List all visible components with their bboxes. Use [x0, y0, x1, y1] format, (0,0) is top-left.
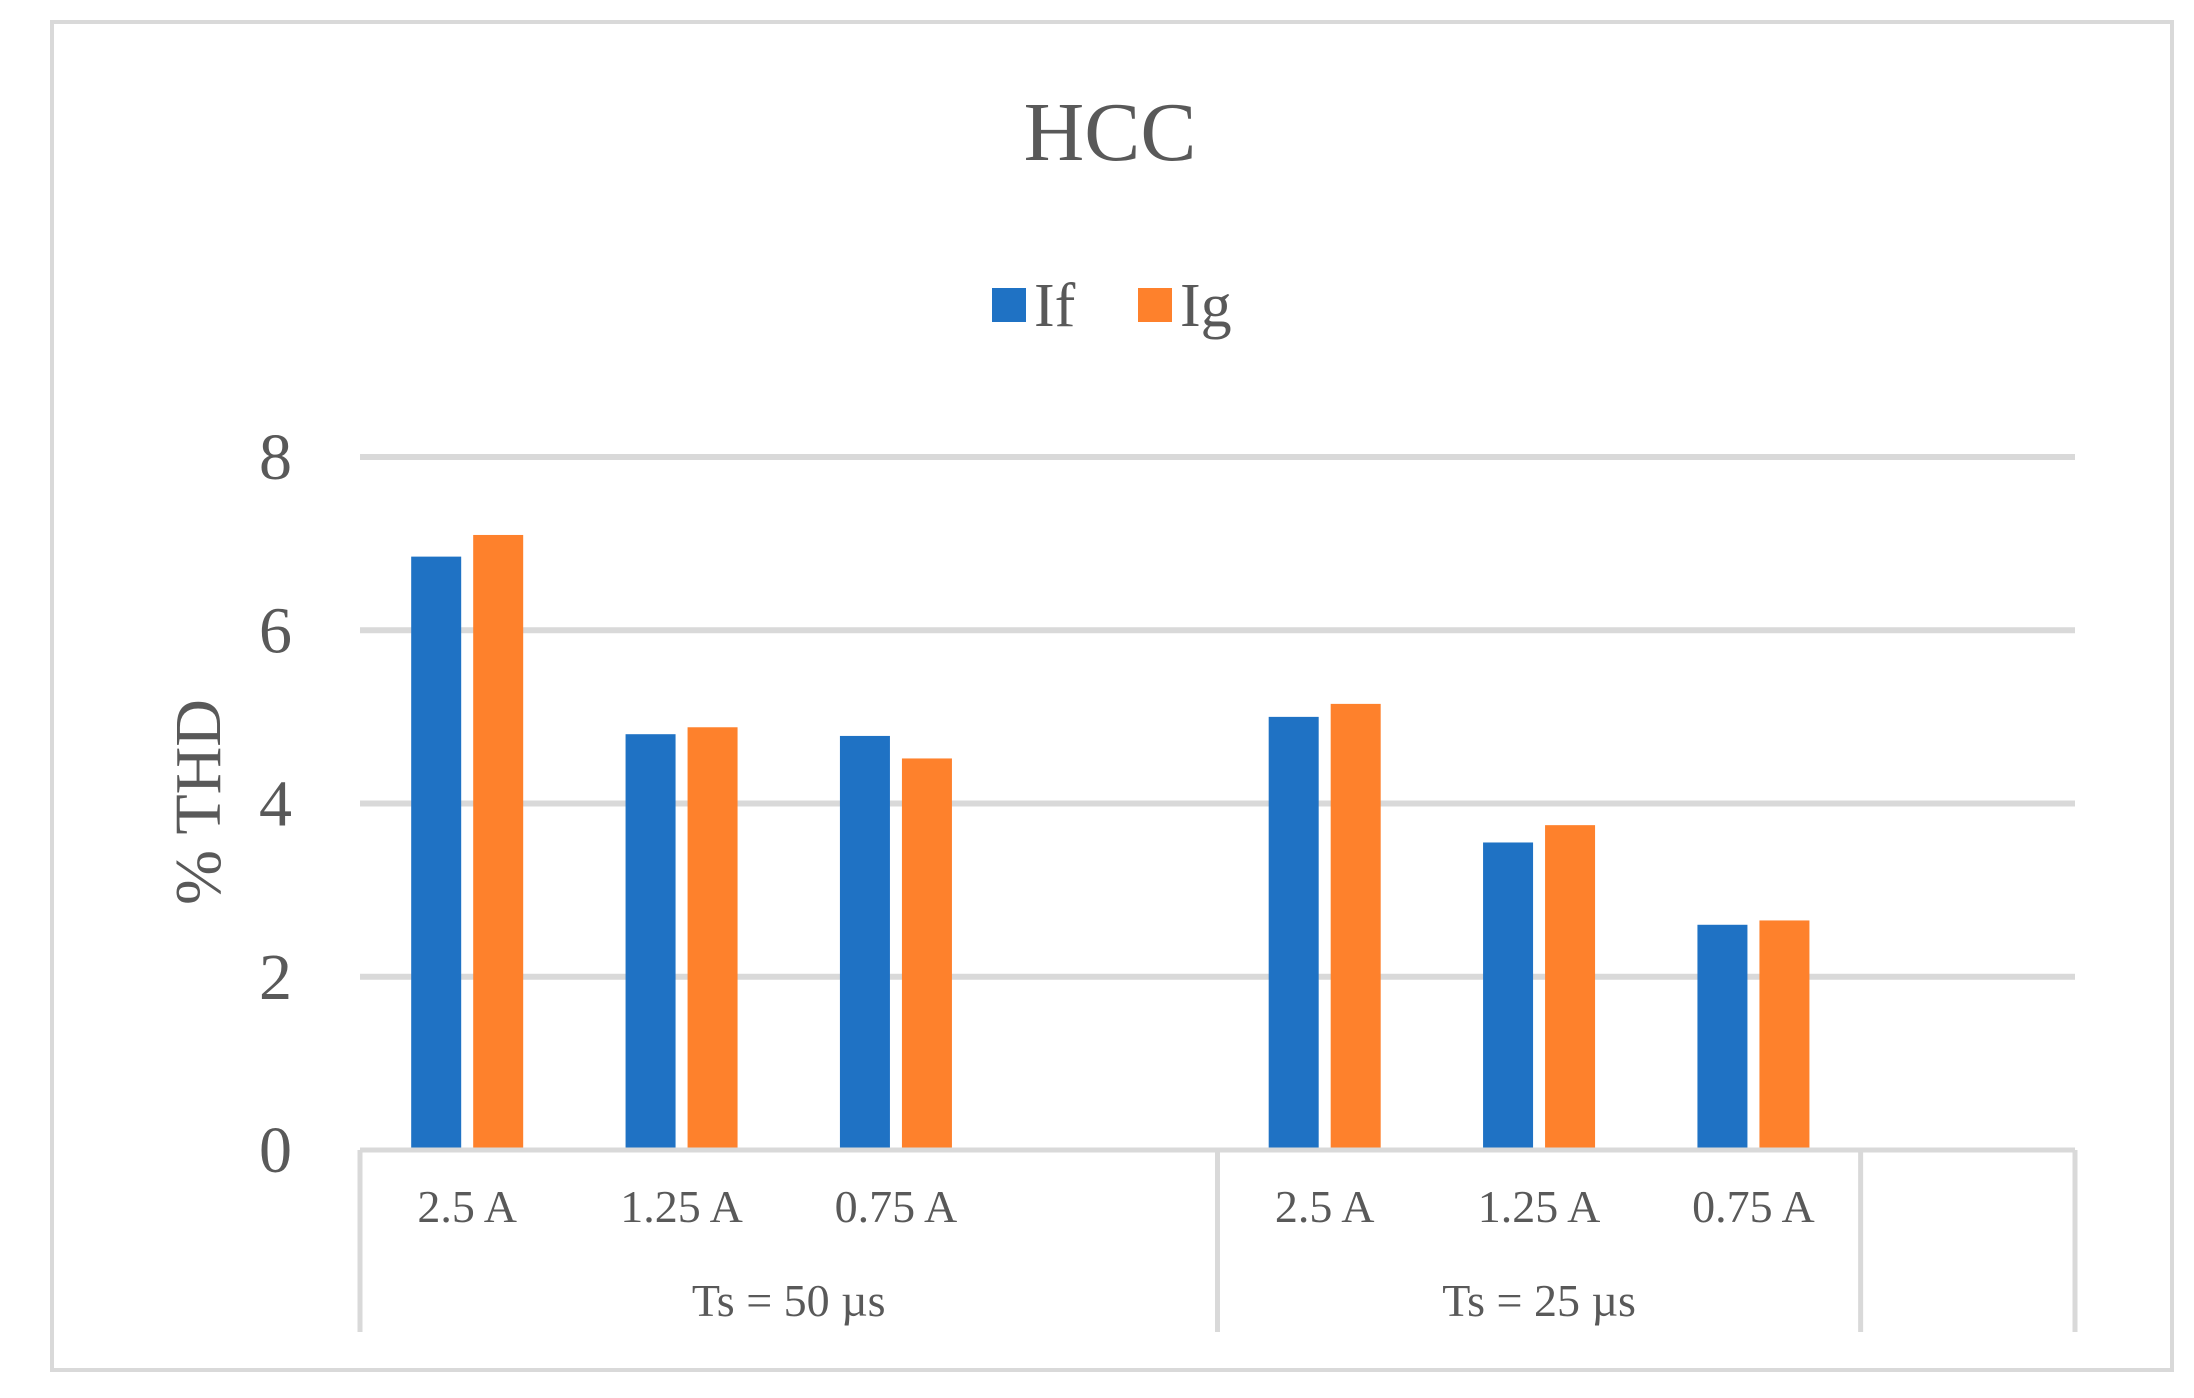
x-category-label: 1.25 A: [620, 1181, 743, 1232]
legend-label-if: If: [1034, 272, 1076, 340]
bar-ig: [473, 534, 524, 1150]
chart-title: HCC: [1024, 86, 1197, 179]
y-tick-label: 6: [259, 594, 292, 667]
legend-swatch-ig: [1138, 288, 1172, 322]
x-category-label: 2.5 A: [1275, 1181, 1375, 1232]
x-category-label: 2.5 A: [417, 1181, 517, 1232]
legend-swatch-if: [992, 288, 1026, 322]
y-tick-label: 2: [259, 941, 292, 1014]
y-tick-label: 0: [259, 1114, 292, 1187]
bar-if: [839, 735, 890, 1150]
y-axis-label: % THD: [162, 699, 235, 905]
x-axis-categories: 2.5 A 1.25 A 0.75 A 2.5 A 1.25 A 0.75 A Ts = 5…: [417, 1181, 1814, 1326]
bar-ig: [687, 727, 738, 1150]
chart-frame: [50, 20, 2174, 1372]
legend: If Ig: [992, 272, 1232, 340]
bar-if: [625, 734, 676, 1150]
bar-ig: [1545, 825, 1596, 1150]
x-category-label: 0.75 A: [835, 1181, 958, 1232]
x-axis: [357, 1147, 2078, 1332]
bar-ig: [1330, 703, 1381, 1150]
x-group-label: Ts = 25 µs: [1442, 1275, 1636, 1326]
bar-if: [411, 556, 462, 1150]
y-tick-label: 4: [259, 768, 292, 841]
y-axis-ticks: 0 2 4 6 8: [259, 421, 292, 1187]
bars: [411, 534, 1810, 1150]
x-category-label: 0.75 A: [1692, 1181, 1815, 1232]
bar-if: [1268, 716, 1319, 1150]
x-category-label: 1.25 A: [1478, 1181, 1601, 1232]
bar-if: [1483, 842, 1534, 1150]
bar-ig: [901, 758, 952, 1150]
bar-ig: [1759, 920, 1810, 1150]
y-tick-label: 8: [259, 421, 292, 494]
x-group-label: Ts = 50 µs: [692, 1275, 886, 1326]
bar-if: [1697, 924, 1748, 1150]
legend-label-ig: Ig: [1180, 272, 1232, 340]
